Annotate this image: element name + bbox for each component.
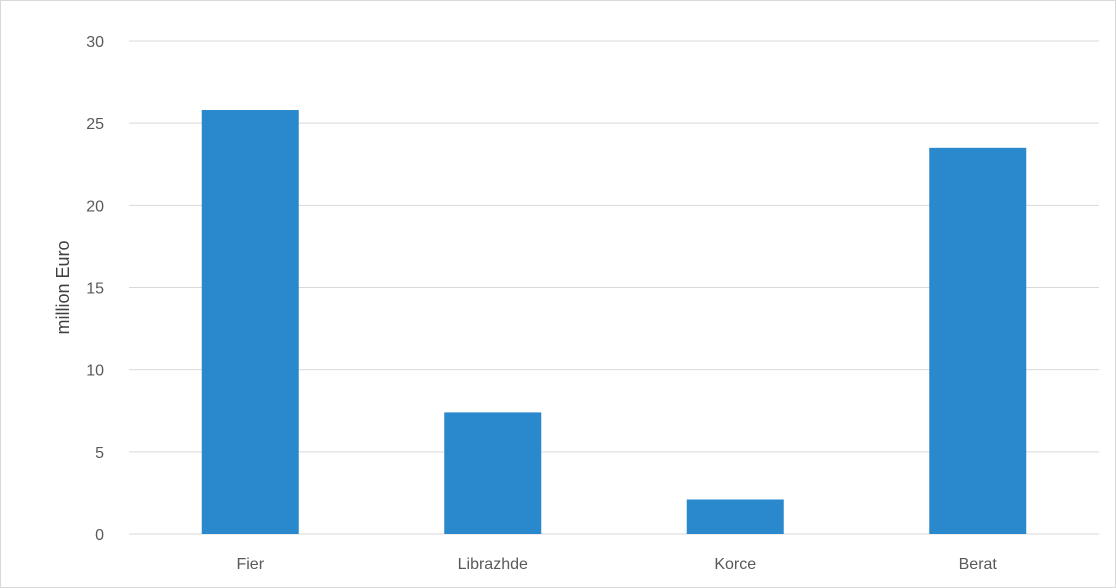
x-tick-label-fier: Fier — [236, 556, 264, 573]
bar-korce — [686, 499, 784, 534]
x-axis-ticks: Fier Librazhde Korce Berat — [236, 556, 997, 573]
bar-librazhde — [444, 412, 542, 534]
y-tick-label: 10 — [86, 363, 104, 380]
bars — [201, 110, 1027, 535]
y-axis-ticks: 0 5 10 15 20 25 30 — [86, 34, 104, 544]
bar-fier — [201, 110, 299, 535]
x-tick-label-korce: Korce — [714, 556, 756, 573]
x-tick-label-librazhde: Librazhde — [458, 556, 528, 573]
y-axis-title: million Euro — [53, 240, 73, 334]
y-tick-label: 30 — [86, 34, 104, 51]
y-tick-label: 25 — [86, 116, 104, 133]
bar-berat — [929, 147, 1027, 535]
y-tick-label: 5 — [95, 445, 104, 462]
x-tick-label-berat: Berat — [959, 556, 998, 573]
y-tick-label: 0 — [95, 527, 104, 544]
y-tick-label: 20 — [86, 198, 104, 215]
y-tick-label: 15 — [86, 281, 104, 298]
